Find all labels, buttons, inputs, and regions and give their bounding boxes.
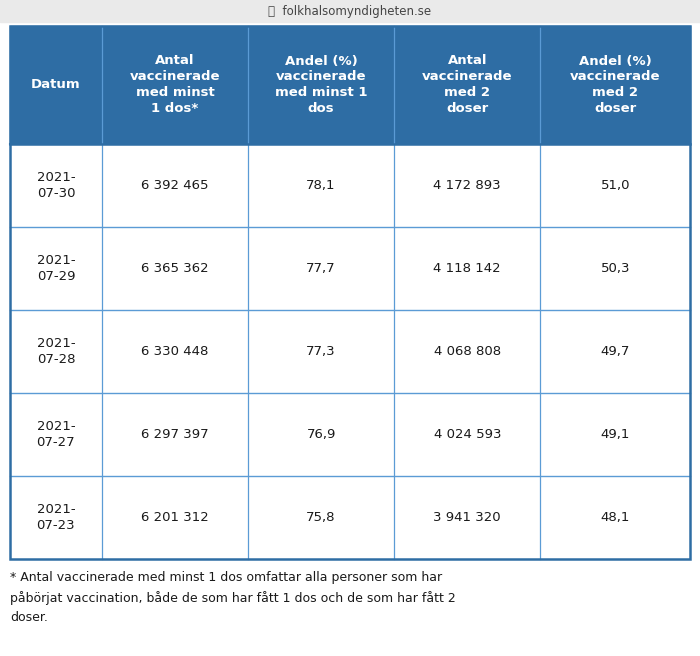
Text: Antal
vaccinerade
med 2
doser: Antal vaccinerade med 2 doser (422, 54, 512, 115)
Text: 4 068 808: 4 068 808 (434, 345, 501, 358)
Text: 4 172 893: 4 172 893 (433, 179, 501, 192)
Text: Andel (%)
vaccinerade
med minst 1
dos: Andel (%) vaccinerade med minst 1 dos (275, 54, 368, 115)
Text: 50,3: 50,3 (601, 262, 630, 275)
Text: 4 024 593: 4 024 593 (433, 428, 501, 441)
Text: 49,1: 49,1 (601, 428, 630, 441)
Bar (10, 26, 690, 144)
Text: 77,3: 77,3 (307, 345, 336, 358)
Text: 6 201 312: 6 201 312 (141, 511, 209, 524)
Text: 4 118 142: 4 118 142 (433, 262, 501, 275)
Text: 6 392 465: 6 392 465 (141, 179, 209, 192)
Text: Antal
vaccinerade
med minst
1 dos*: Antal vaccinerade med minst 1 dos* (130, 54, 220, 115)
Text: 75,8: 75,8 (307, 511, 336, 524)
Text: 76,9: 76,9 (307, 428, 336, 441)
Text: 3 941 320: 3 941 320 (433, 511, 501, 524)
Text: Andel (%)
vaccinerade
med 2
doser: Andel (%) vaccinerade med 2 doser (570, 54, 660, 115)
Text: * Antal vaccinerade med minst 1 dos omfattar alla personer som har
påbörjat vacc: * Antal vaccinerade med minst 1 dos omfa… (10, 571, 456, 624)
Bar (0, 0, 700, 22)
Bar (10, 227, 690, 310)
Text: 2021-
07-30: 2021- 07-30 (36, 171, 75, 200)
Text: 77,7: 77,7 (307, 262, 336, 275)
Bar (10, 144, 690, 227)
Bar (10, 476, 690, 559)
Text: 51,0: 51,0 (601, 179, 630, 192)
Text: 🔒  folkhalsomyndigheten.se: 🔒 folkhalsomyndigheten.se (268, 5, 432, 18)
Text: 6 330 448: 6 330 448 (141, 345, 209, 358)
Text: 2021-
07-29: 2021- 07-29 (36, 254, 75, 283)
Text: 2021-
07-23: 2021- 07-23 (36, 503, 75, 532)
Bar (10, 26, 690, 559)
Text: 49,7: 49,7 (601, 345, 630, 358)
Bar (10, 393, 690, 476)
Text: 78,1: 78,1 (307, 179, 336, 192)
Bar (10, 310, 690, 393)
Text: 48,1: 48,1 (601, 511, 630, 524)
Text: 6 365 362: 6 365 362 (141, 262, 209, 275)
Text: Datum: Datum (31, 79, 80, 91)
Text: 2021-
07-28: 2021- 07-28 (36, 337, 75, 366)
Text: 6 297 397: 6 297 397 (141, 428, 209, 441)
Text: 2021-
07-27: 2021- 07-27 (36, 420, 75, 449)
